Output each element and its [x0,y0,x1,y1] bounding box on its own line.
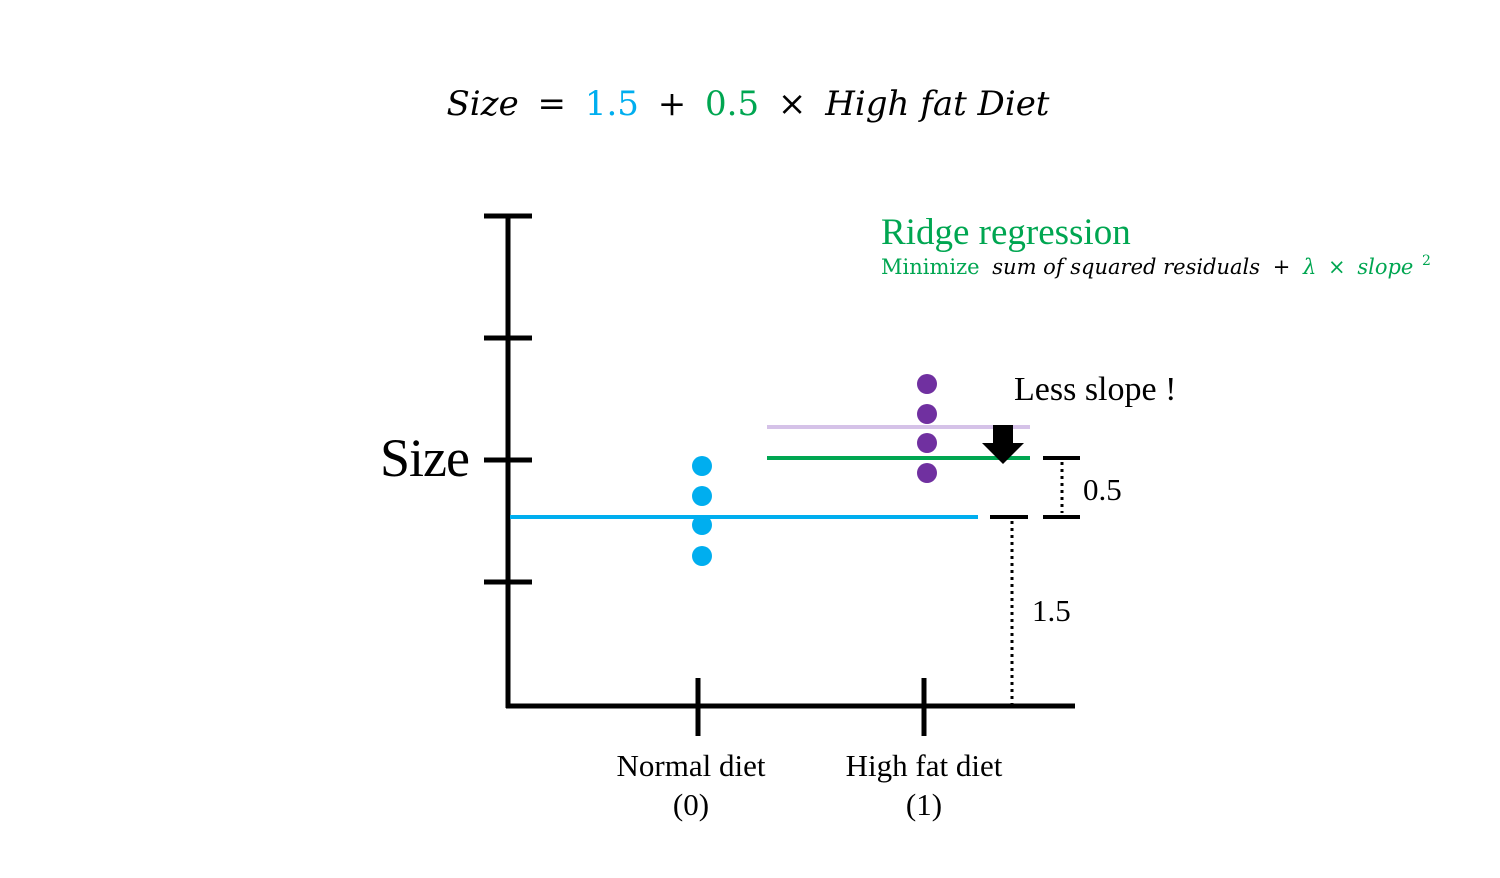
ridge-plus: + [1273,255,1291,279]
ridge-superscript: 2 [1422,253,1431,269]
slope-value-label: 0.5 [1083,472,1122,507]
ridge-lambda: λ [1302,255,1316,279]
equation-plus: + [658,84,687,124]
high-fat-diet-point [917,433,937,453]
equation-slope: 0.5 [705,84,759,124]
down-arrow-icon [982,425,1024,464]
high-fat-diet-point [917,374,937,394]
equation-times: × [778,84,807,124]
category-code-normal: (0) [673,787,709,822]
equation-equals: = [538,84,567,124]
category-label-high-fat: High fat diet [846,748,1003,783]
ridge-slope: slope [1357,255,1413,279]
less-slope-label: Less slope ! [1014,371,1176,408]
normal-diet-point [692,486,712,506]
ridge-formula: Minimize sum of squared residuals + λ × … [881,253,1431,279]
normal-diet-point [692,456,712,476]
high-fat-diet-point [917,404,937,424]
ridge-times: × [1328,255,1346,279]
category-label-normal: Normal diet [617,748,766,783]
y-axis-label: Size [380,428,469,488]
equation-variable: High fat Diet [824,84,1050,124]
ridge-title: Ridge regression [881,212,1131,253]
equation-intercept: 1.5 [585,84,639,124]
high-fat-diet-point [917,463,937,483]
equation: Size = 1.5 + 0.5 × High fat Diet [447,84,1050,124]
ridge-minimize: Minimize [881,255,980,279]
ridge-ssr: sum of squared residuals [992,255,1260,279]
equation-lhs: Size [447,84,519,124]
category-code-high-fat: (1) [906,787,942,822]
intercept-value-label: 1.5 [1032,593,1071,628]
normal-diet-point [692,546,712,566]
normal-diet-point [692,515,712,535]
